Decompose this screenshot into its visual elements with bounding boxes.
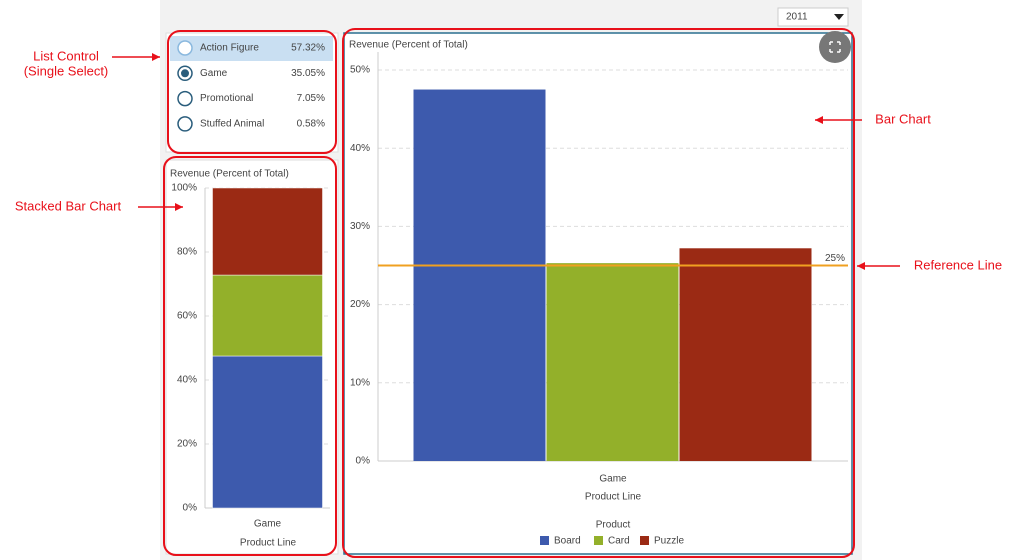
radio-button[interactable] bbox=[177, 90, 193, 107]
bar bbox=[546, 263, 679, 461]
expand-button[interactable] bbox=[819, 31, 851, 63]
y-tick-label: 40% bbox=[177, 375, 197, 386]
x-axis-label: Product Line bbox=[585, 492, 642, 503]
y-tick-label: 10% bbox=[350, 377, 370, 388]
annotation-arrowhead bbox=[857, 262, 865, 270]
stacked-segment bbox=[212, 355, 323, 509]
list-item-label: Action Figure bbox=[200, 43, 259, 54]
annotation-arrowhead bbox=[175, 203, 183, 211]
annotation-text: Reference Line bbox=[914, 257, 1002, 272]
y-tick-label: 80% bbox=[177, 247, 197, 258]
y-tick-label: 20% bbox=[350, 299, 370, 310]
annotation-text: Bar Chart bbox=[875, 111, 931, 126]
list-item-label: Game bbox=[200, 68, 228, 79]
list-item-percent: 7.05% bbox=[297, 93, 325, 104]
list-item-label: Promotional bbox=[200, 93, 253, 104]
stacked-segment bbox=[212, 187, 323, 276]
x-axis-label: Product Line bbox=[240, 538, 297, 549]
legend-swatch bbox=[540, 536, 549, 545]
radio-button[interactable] bbox=[177, 40, 193, 56]
y-tick-label: 0% bbox=[183, 503, 198, 514]
y-tick-label: 20% bbox=[177, 439, 197, 450]
legend-label: Card bbox=[608, 536, 630, 547]
y-tick-label: 50% bbox=[350, 65, 370, 76]
y-tick-label: 60% bbox=[177, 311, 197, 322]
legend-label: Puzzle bbox=[654, 536, 684, 547]
expand-icon bbox=[829, 41, 841, 53]
chart-title: Revenue (Percent of Total) bbox=[170, 169, 289, 180]
y-tick-label: 0% bbox=[356, 456, 371, 467]
annotation-text: List Control bbox=[33, 48, 99, 63]
list-item-highlight bbox=[170, 36, 333, 61]
annotation-outline bbox=[342, 28, 855, 558]
bar bbox=[413, 89, 546, 461]
x-tick-label: Game bbox=[254, 519, 282, 530]
legend-swatch bbox=[594, 536, 603, 545]
legend-swatch bbox=[640, 536, 649, 545]
annotation-arrowhead bbox=[152, 53, 160, 61]
y-tick-label: 40% bbox=[350, 143, 370, 154]
list-item-percent: 0.58% bbox=[297, 119, 325, 130]
annotation-text: Stacked Bar Chart bbox=[15, 198, 122, 213]
dropdown-arrow[interactable] bbox=[834, 14, 844, 20]
annotation-outline bbox=[163, 156, 337, 556]
radio-dot bbox=[181, 69, 189, 78]
annotation-outline bbox=[167, 30, 337, 154]
chart-title: Revenue (Percent of Total) bbox=[349, 40, 468, 51]
x-tick-label: Game bbox=[599, 474, 627, 485]
list-item-percent: 57.32% bbox=[291, 43, 325, 54]
dropdown-value: 2011 bbox=[786, 12, 808, 23]
legend-label: Board bbox=[554, 536, 581, 547]
y-tick-label: 100% bbox=[171, 183, 197, 194]
legend-title: Product bbox=[596, 520, 631, 531]
radio-button[interactable] bbox=[177, 116, 193, 132]
annotation-text: (Single Select) bbox=[24, 63, 109, 78]
annotation-arrowhead bbox=[815, 116, 823, 124]
bar bbox=[679, 248, 812, 461]
list-item-percent: 35.05% bbox=[291, 68, 325, 79]
year-dropdown[interactable] bbox=[777, 7, 849, 27]
stacked-segment bbox=[212, 274, 323, 357]
list-item-label: Stuffed Animal bbox=[200, 119, 264, 130]
reference-line-label: 25% bbox=[825, 253, 845, 264]
y-tick-label: 30% bbox=[350, 221, 370, 232]
